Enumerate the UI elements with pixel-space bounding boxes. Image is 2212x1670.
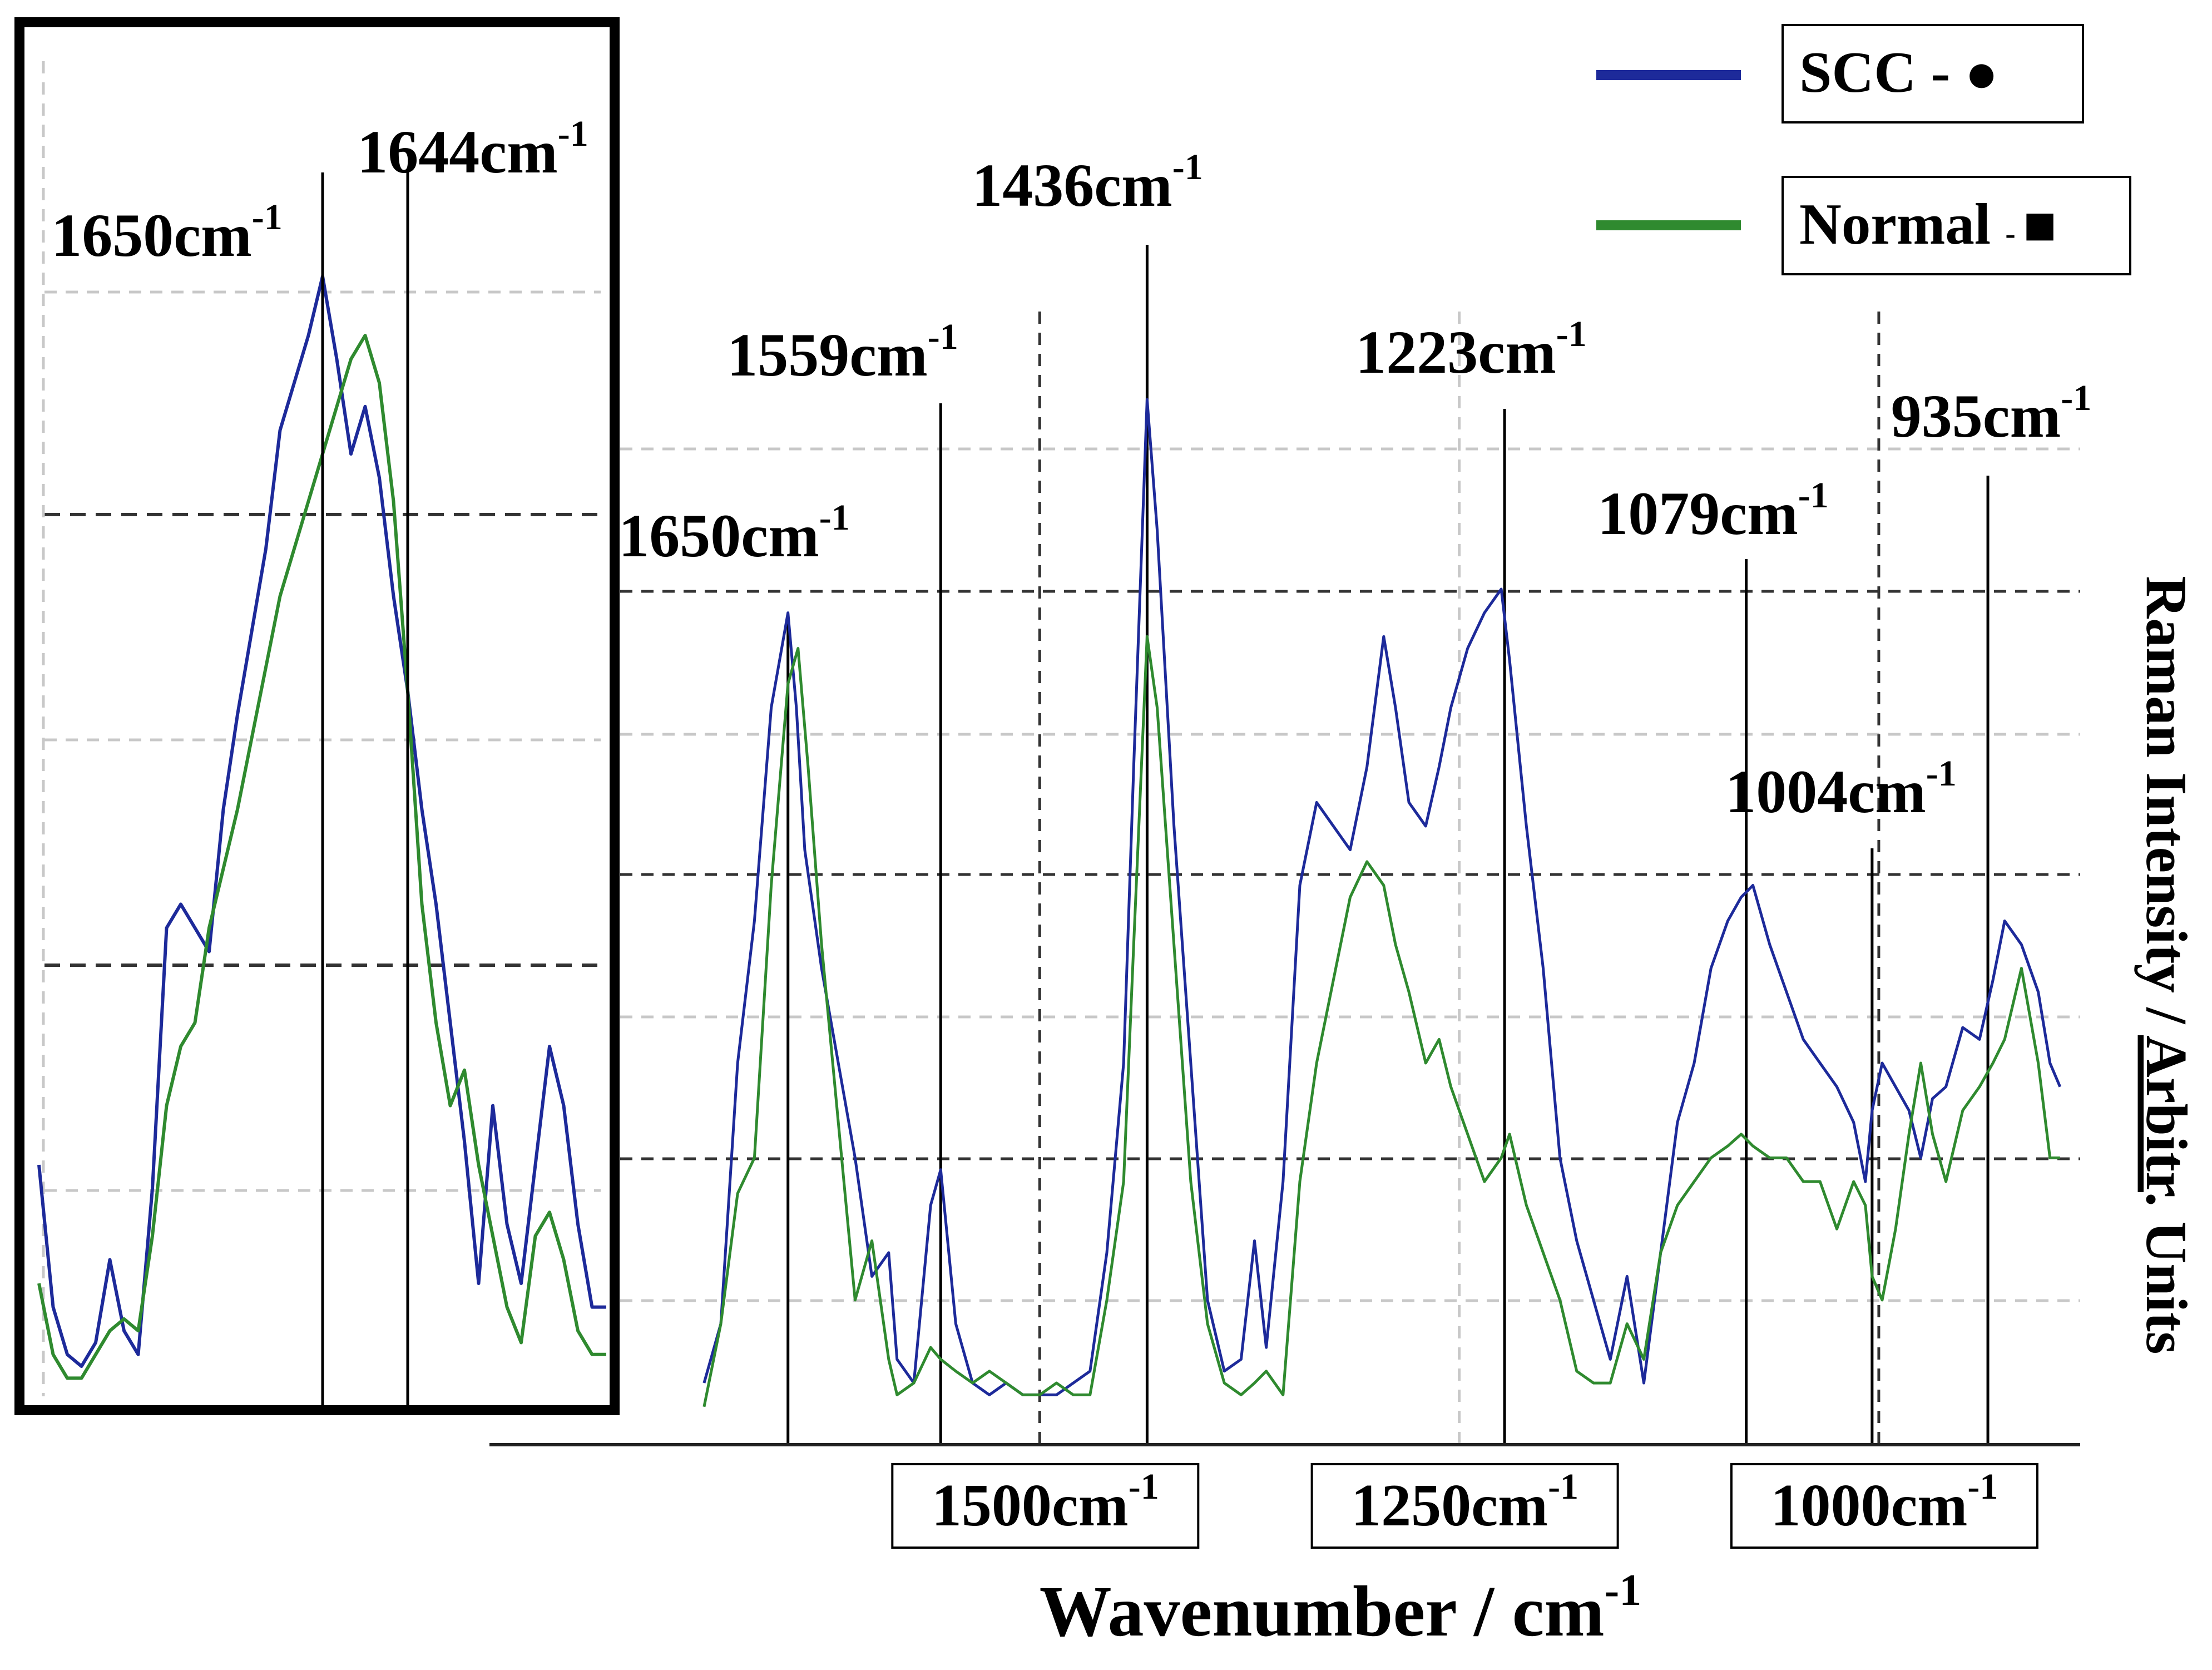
tick-label-text: 1250cm bbox=[1351, 1473, 1548, 1539]
peak-label-text: 935cm bbox=[1891, 382, 2061, 450]
legend: SCC - ● Normal - ■ bbox=[1596, 24, 2131, 275]
peak-label-text: 1004cm bbox=[1725, 758, 1926, 826]
legend-symbol-circle: ● bbox=[1965, 42, 1998, 104]
inset-peak-label-text: 1650cm bbox=[51, 201, 251, 269]
series-line-scc bbox=[702, 398, 2062, 1396]
tick-box-1500 bbox=[891, 1463, 1200, 1549]
inset-peak-lines bbox=[321, 172, 409, 1407]
peak-label-text: 1559cm bbox=[727, 321, 927, 389]
peak-label-sup: -1 bbox=[1556, 314, 1587, 354]
tick-box-1000 bbox=[1730, 1463, 2038, 1549]
peak-label-text: 1223cm bbox=[1355, 318, 1556, 386]
peak-label-1559: 1559cm-1 bbox=[727, 317, 958, 389]
peak-label-text: 1436cm bbox=[972, 151, 1172, 219]
inset-peak-label-1650: 1650cm-1 bbox=[51, 197, 282, 269]
tick-label-1000: 1000cm-1 bbox=[1770, 1466, 1998, 1539]
y-axis-title-part-1: Raman Intensity / bbox=[2134, 576, 2199, 1035]
legend-symbol-square: ■ bbox=[2023, 194, 2056, 256]
legend-label-normal: Normal - ■ bbox=[1799, 191, 2057, 256]
tick-label-text: 1000cm bbox=[1770, 1473, 1967, 1539]
peak-label-sup: -1 bbox=[1172, 147, 1203, 187]
peak-label-sup: -1 bbox=[928, 317, 958, 357]
legend-label-scc: SCC - ● bbox=[1799, 39, 1998, 105]
y-axis-title: Raman Intensity / Arbitr. Units bbox=[2134, 576, 2199, 1354]
tick-label-1500: 1500cm-1 bbox=[932, 1466, 1159, 1539]
peak-label-sup: -1 bbox=[1926, 753, 1957, 794]
main-peak-lines bbox=[786, 245, 1990, 1445]
legend-box-scc bbox=[1782, 24, 2084, 123]
peak-label-1650: 1650cm-1 bbox=[618, 497, 849, 570]
peak-label-sup: -1 bbox=[2061, 378, 2091, 418]
tick-label-text: 1500cm bbox=[932, 1473, 1129, 1539]
inset-frame bbox=[14, 17, 620, 1415]
tick-label-1250: 1250cm-1 bbox=[1351, 1466, 1578, 1539]
y-axis-title-part-3: . Units bbox=[2134, 1192, 2199, 1355]
peak-label-sup: -1 bbox=[819, 497, 850, 538]
tick-box-1250 bbox=[1310, 1463, 1619, 1549]
tick-label-sup: -1 bbox=[1548, 1466, 1578, 1507]
legend-name: SCC bbox=[1799, 39, 1931, 105]
inset-peak-label-1644: 1644cm-1 bbox=[357, 113, 588, 186]
inset-peak-label-text: 1644cm bbox=[357, 118, 557, 186]
tick-label-sup: -1 bbox=[1129, 1466, 1159, 1507]
legend-sep: - bbox=[1931, 39, 1964, 105]
peak-label-1004: 1004cm-1 bbox=[1725, 753, 1956, 826]
peak-label-1223: 1223cm-1 bbox=[1355, 314, 1586, 386]
peak-label-1436: 1436cm-1 bbox=[972, 147, 1203, 219]
inset-peak-label-sup: -1 bbox=[252, 197, 283, 238]
peak-label-text: 1079cm bbox=[1597, 480, 1798, 547]
peak-label-text: 1650cm bbox=[618, 502, 819, 570]
peak-label-sup: -1 bbox=[1798, 475, 1829, 516]
inset-background bbox=[19, 22, 615, 1410]
y-axis-title-part-2: Arbitr bbox=[2134, 1035, 2199, 1197]
tick-label-sup: -1 bbox=[1967, 1466, 1998, 1507]
x-axis-title-superscript: -1 bbox=[1605, 1566, 1642, 1615]
legend-name: Normal bbox=[1799, 191, 2005, 256]
x-axis-title: Wavenumber / cm-1 bbox=[1040, 1566, 1642, 1652]
peak-label-1079: 1079cm-1 bbox=[1597, 475, 1828, 547]
peak-label-935: 935cm-1 bbox=[1891, 378, 2091, 450]
legend-box-normal bbox=[1782, 176, 2131, 275]
series-line-normal bbox=[702, 635, 2060, 1407]
main-grid bbox=[620, 312, 2080, 1445]
main-peak-labels: 1650cm-11559cm-11436cm-11223cm-11079cm-1… bbox=[618, 147, 2091, 826]
x-tick-labels: 1500cm-1 1250cm-1 1000cm-1 bbox=[891, 1463, 2038, 1549]
inset-peak-label-sup: -1 bbox=[558, 113, 588, 154]
legend-sep: - bbox=[2005, 216, 2023, 250]
main-series bbox=[702, 398, 2062, 1407]
